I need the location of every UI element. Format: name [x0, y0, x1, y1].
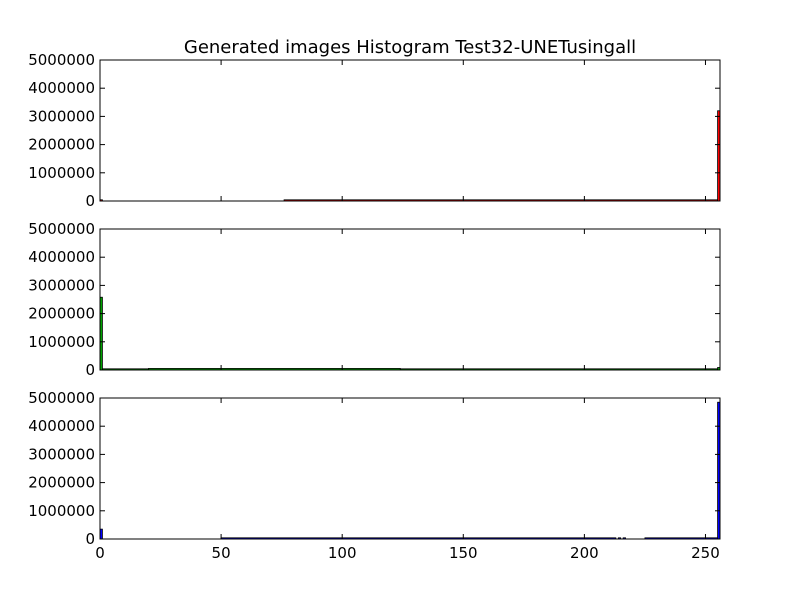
y-tick-label-red-4: 4000000 — [28, 79, 95, 97]
y-tick-label-green-0: 0 — [85, 361, 95, 379]
x-tick-label-0: 0 — [95, 544, 105, 562]
panel-frame-blue — [99, 397, 721, 540]
y-tick-label-green-5: 5000000 — [28, 220, 95, 238]
y-tick-label-green-3: 3000000 — [28, 276, 95, 294]
y-tick-label-red-0: 0 — [85, 192, 95, 210]
x-tick-label-5: 250 — [691, 544, 720, 562]
y-tick-label-green-4: 4000000 — [28, 248, 95, 266]
y-tick-label-red-5: 5000000 — [28, 51, 95, 69]
x-tick-label-1: 50 — [212, 544, 231, 562]
y-tick-label-blue-5: 5000000 — [28, 389, 95, 407]
chart-title: Generated images Histogram Test32-UNETus… — [184, 37, 636, 58]
y-tick-label-red-2: 2000000 — [28, 136, 95, 154]
x-tick-label-2: 100 — [328, 544, 357, 562]
y-tick-label-blue-1: 1000000 — [28, 502, 95, 520]
y-tick-label-blue-4: 4000000 — [28, 417, 95, 435]
y-tick-label-blue-0: 0 — [85, 530, 95, 548]
y-tick-label-green-2: 2000000 — [28, 305, 95, 323]
y-tick-label-red-3: 3000000 — [28, 107, 95, 125]
y-tick-label-green-1: 1000000 — [28, 333, 95, 351]
panel-frame-green — [99, 228, 721, 371]
panel-frame-red — [99, 59, 721, 202]
x-tick-label-3: 150 — [449, 544, 478, 562]
y-tick-label-red-1: 1000000 — [28, 164, 95, 182]
x-tick-label-4: 200 — [570, 544, 599, 562]
y-tick-label-blue-2: 2000000 — [28, 474, 95, 492]
y-tick-label-blue-3: 3000000 — [28, 445, 95, 463]
